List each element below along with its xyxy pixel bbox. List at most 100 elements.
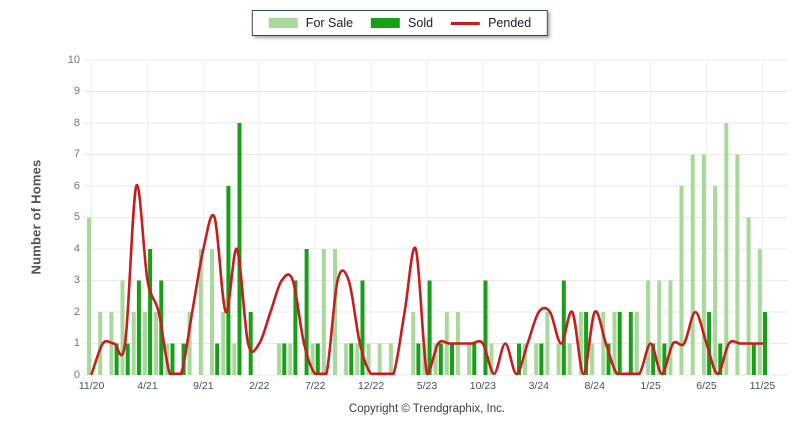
sold-swatch (371, 18, 401, 28)
y-tick-label: 1 (73, 337, 80, 349)
bar-for-sale (277, 343, 282, 375)
x-tick-label: 1/25 (640, 380, 661, 392)
bar-sold (293, 280, 298, 375)
bar-for-sale (489, 343, 494, 375)
bar-for-sale (154, 312, 159, 375)
for-sale-swatch (268, 18, 298, 28)
bar-for-sale (355, 343, 360, 375)
bar-for-sale (333, 249, 337, 375)
bar-for-sale (131, 312, 136, 375)
bar-sold (148, 249, 153, 375)
y-axis-title: Number of Homes (28, 159, 44, 275)
bar-for-sale (646, 280, 650, 375)
bar-sold (237, 123, 242, 375)
bar-for-sale (679, 186, 684, 375)
x-tick-label: 8/24 (584, 380, 605, 392)
bar-for-sale (221, 312, 226, 375)
x-tick-label: 4/21 (137, 380, 158, 392)
y-tick-label: 9 (73, 85, 80, 97)
bar-for-sale (590, 343, 595, 375)
x-tick-label: 10/23 (469, 380, 497, 392)
bar-for-sale (98, 312, 103, 375)
bar-for-sale (232, 343, 237, 375)
y-tick-label: 5 (73, 211, 80, 223)
legend-item-for-sale: For Sale (268, 16, 354, 30)
bar-sold (282, 343, 287, 375)
x-tick-label: 11/25 (749, 380, 776, 392)
bar-sold (662, 343, 667, 375)
bar-sold (483, 280, 488, 375)
bar-for-sale (288, 343, 293, 375)
for-sale-label: For Sale (305, 16, 354, 30)
bar-for-sale (523, 343, 527, 375)
bar-for-sale (578, 312, 583, 375)
pended-line-swatch (451, 21, 481, 25)
y-tick-label: 10 (67, 53, 80, 66)
bar-sold (170, 343, 175, 375)
copyright-text: Copyright © Trendgraphix, Inc. (348, 403, 506, 415)
bar-for-sale (746, 217, 751, 375)
bar-for-sale (310, 343, 315, 375)
bar-sold (226, 186, 231, 375)
bar-for-sale (701, 154, 706, 375)
bar-sold (617, 312, 622, 375)
bar-for-sale (657, 280, 662, 375)
bar-sold (427, 280, 432, 375)
y-tick-label: 3 (73, 274, 80, 286)
bar-for-sale (142, 312, 147, 375)
x-tick-label: 12/22 (357, 380, 385, 392)
bar-sold (628, 312, 633, 375)
bar-sold (416, 343, 421, 375)
bar-for-sale (198, 249, 203, 375)
bar-sold (315, 343, 320, 375)
bar-for-sale (690, 154, 695, 375)
bar-for-sale (545, 312, 550, 375)
bar-sold (472, 343, 477, 375)
y-tick-label: 4 (73, 242, 80, 255)
bar-for-sale (534, 343, 539, 375)
bar-for-sale (556, 343, 561, 375)
bar-sold (215, 343, 220, 375)
bar-sold (539, 343, 544, 375)
bar-for-sale (757, 249, 762, 375)
bar-sold (304, 249, 309, 375)
bar-sold (751, 343, 756, 375)
bar-for-sale (366, 343, 371, 375)
y-tick-label: 6 (73, 179, 80, 192)
y-tick-label: 8 (73, 116, 80, 129)
bar-sold (114, 343, 119, 375)
sold-label: Sold (408, 16, 434, 30)
bar-for-sale (344, 343, 349, 375)
bar-for-sale (567, 343, 572, 375)
bar-sold (125, 343, 130, 375)
bar-for-sale (601, 312, 606, 375)
bar-for-sale (634, 312, 639, 375)
bar-for-sale (187, 312, 192, 375)
bar-for-sale (87, 217, 91, 375)
bar-sold (248, 312, 253, 375)
bar-sold (517, 343, 521, 375)
bar-sold (349, 343, 354, 375)
bar-for-sale (668, 280, 673, 375)
pended-line (90, 184, 764, 376)
bar-for-sale (612, 312, 617, 375)
bar-for-sale (411, 312, 416, 375)
x-tick-label: 11/20 (78, 380, 105, 392)
bar-for-sale (120, 280, 125, 375)
bar-sold (438, 343, 443, 375)
bar-sold (606, 343, 611, 375)
bar-sold (136, 280, 141, 375)
x-tick-label: 7/22 (304, 380, 326, 392)
x-tick-label: 6/25 (696, 380, 717, 392)
legend: For Sale Sold Pended (251, 10, 549, 36)
bar-sold (561, 280, 566, 375)
bar-sold (450, 343, 454, 375)
bar-for-sale (388, 343, 393, 375)
y-tick-label: 2 (73, 305, 80, 318)
bar-for-sale (467, 343, 472, 375)
x-tick-label: 3/24 (528, 380, 550, 392)
bar-for-sale (321, 249, 326, 375)
bar-for-sale (713, 186, 718, 375)
bar-sold (763, 312, 767, 375)
